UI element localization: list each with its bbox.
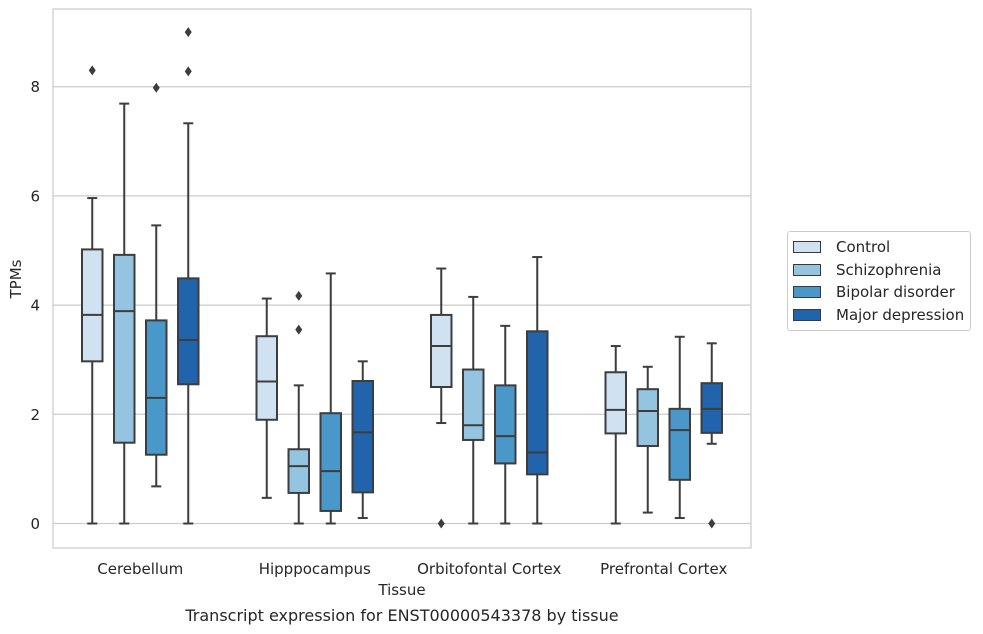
box-body <box>604 371 627 435</box>
box-body <box>462 368 485 441</box>
box <box>351 360 374 520</box>
legend-label-schizophrenia: Schizophrenia <box>836 260 942 279</box>
box <box>462 295 485 525</box>
box-body <box>636 388 659 447</box>
box-body <box>81 248 104 363</box>
x-tick-label: Cerebellum <box>97 560 183 578</box>
box <box>113 102 136 525</box>
x-tick-label: Hipppocampus <box>259 560 371 578</box>
outlier-point <box>184 27 192 38</box>
box-body <box>319 412 342 512</box>
legend-swatch-schizophrenia <box>793 263 821 276</box>
x-axis-label: Tissue <box>377 581 425 599</box>
legend-label-control: Control <box>836 238 891 257</box>
y-tick-label: 0 <box>30 515 40 533</box>
box-body <box>668 407 691 481</box>
legend-item-major-depression: Major depression <box>788 304 970 327</box>
y-tick-label: 4 <box>30 297 40 315</box>
box <box>81 65 104 525</box>
box <box>145 82 168 488</box>
legend: Control Schizophrenia Bipolar disorder M… <box>787 231 971 331</box>
legend-label-major-depression: Major depression <box>836 305 965 324</box>
y-tick-label: 6 <box>30 187 40 205</box>
box-body <box>351 379 374 494</box>
box <box>494 324 517 525</box>
box <box>255 297 278 499</box>
x-tick-labels: Cerebellum Hipppocampus Orbitofontal Corte… <box>97 560 727 578</box>
box <box>700 342 723 529</box>
boxes <box>81 27 723 529</box>
outlier-point <box>184 66 192 77</box>
box-body <box>494 384 517 465</box>
box-body <box>287 448 310 494</box>
y-tick-label: 2 <box>30 406 40 424</box>
box-body <box>430 313 453 389</box>
legend-item-schizophrenia: Schizophrenia <box>788 259 970 282</box>
y-tick-label: 8 <box>30 78 40 96</box>
legend-swatch-control <box>793 241 821 254</box>
box-body <box>255 335 278 421</box>
outlier-point <box>88 65 96 76</box>
box <box>604 345 627 525</box>
outlier-point <box>295 324 303 335</box>
outlier-point <box>708 518 716 529</box>
outlier-point <box>152 82 160 93</box>
y-tick-labels: 0 2 4 6 8 <box>30 78 40 533</box>
plot-area <box>52 8 752 549</box>
box-body <box>177 277 200 386</box>
outlier-point <box>295 290 303 301</box>
box <box>526 256 549 525</box>
x-tick-label: Prefrontal Cortex <box>600 560 727 578</box>
box <box>319 272 342 525</box>
box-body <box>113 253 136 444</box>
chart-title: Transcript expression for ENST0000054337… <box>184 606 618 625</box>
legend-item-control: Control <box>788 236 970 259</box>
legend-swatch-major-depression <box>793 308 821 321</box>
x-tick-label: Orbitofontal Cortex <box>417 560 561 578</box>
box <box>287 290 310 525</box>
y-axis-label: TPMs <box>7 259 25 299</box>
legend-item-bipolar-disorder: Bipolar disorder <box>788 281 970 304</box>
box <box>430 267 453 529</box>
legend-label-bipolar-disorder: Bipolar disorder <box>836 283 955 302</box>
box <box>177 27 200 525</box>
legend-swatch-bipolar-disorder <box>793 286 821 299</box>
outlier-point <box>437 518 445 529</box>
box-body <box>145 319 168 456</box>
y-gridlines <box>53 86 751 525</box>
box-body <box>526 330 549 476</box>
box <box>668 335 691 520</box>
box <box>636 365 659 514</box>
